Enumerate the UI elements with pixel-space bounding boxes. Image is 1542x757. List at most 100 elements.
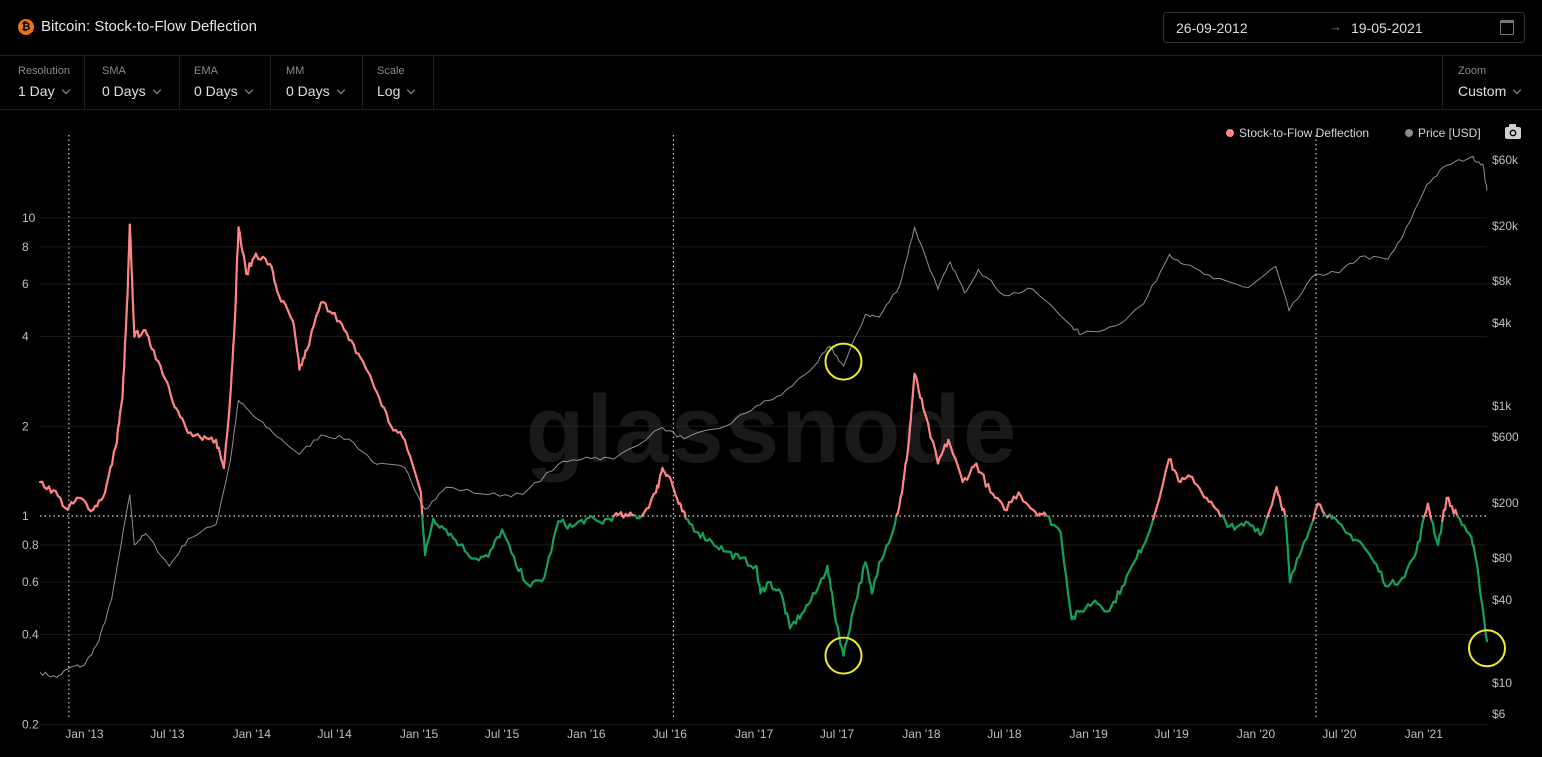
scale-select[interactable]: Scale Log: [362, 56, 434, 109]
s2f-segment: [882, 544, 888, 556]
bitcoin-logo-icon: ₿: [18, 19, 34, 35]
s2f-segment: [690, 523, 696, 533]
s2f-segment: [1063, 563, 1068, 578]
x-tick: Jul '13: [150, 727, 185, 741]
s2f-segment: [129, 239, 133, 266]
s2f-segment: [1270, 493, 1276, 506]
s2f-segment: [123, 328, 128, 345]
s2f-segment: [866, 568, 870, 578]
s2f-segment: [1379, 570, 1385, 584]
x-tick: Jan '20: [1237, 727, 1276, 741]
x-tick: Jul '17: [820, 727, 855, 741]
s2f-segment: [1428, 510, 1433, 521]
s2f-segment: [1169, 458, 1174, 471]
s2f-segment: [836, 624, 841, 635]
s2f-segment: [1298, 548, 1303, 558]
s2f-segment: [1223, 519, 1229, 528]
s2f-segment: [809, 591, 815, 602]
s2f-segment: [128, 223, 132, 242]
y-axis-right: $60k $20k $8k $4k $1k $600 $200 $80 $40 $10 $6: [1492, 153, 1519, 721]
date-end-input[interactable]: 19-05-2021: [1351, 20, 1423, 36]
s2f-segment: [782, 602, 787, 615]
y-tick-right: $6: [1492, 707, 1506, 721]
s2f-segment: [491, 539, 497, 549]
s2f-segment: [411, 464, 417, 475]
s2f-segment: [982, 473, 988, 488]
sma-value[interactable]: 0 Days: [102, 83, 161, 99]
legend-s2f-label[interactable]: Stock-to-Flow Deflection: [1239, 126, 1369, 140]
camera-icon[interactable]: [1505, 124, 1521, 139]
s2f-segment: [214, 438, 219, 450]
date-start-input[interactable]: 26-09-2012: [1176, 20, 1248, 36]
resolution-value[interactable]: 1 Day: [18, 83, 70, 99]
s2f-segment: [117, 410, 122, 425]
s2f-segment: [926, 422, 932, 439]
s2f-segment: [231, 344, 235, 363]
s2f-segment: [833, 609, 837, 623]
s2f-segment: [229, 372, 233, 387]
s2f-segment: [378, 396, 383, 407]
s2f-segment: [1191, 476, 1196, 485]
highlight-circle: [1468, 629, 1506, 668]
ema-select[interactable]: EMA 0 Days: [179, 56, 271, 109]
ema-value[interactable]: 0 Days: [194, 83, 253, 99]
s2f-segment: [1175, 472, 1180, 483]
s2f-segment: [1458, 517, 1464, 526]
s2f-segment: [1164, 458, 1171, 472]
s2f-segment: [987, 483, 992, 494]
x-tick: Jan '17: [735, 727, 774, 741]
s2f-segment: [519, 567, 525, 581]
s2f-segment: [403, 438, 409, 452]
zoom-select[interactable]: Zoom Custom: [1442, 56, 1542, 109]
scale-label: Scale: [377, 65, 405, 77]
x-tick: Jan '15: [400, 727, 439, 741]
price-series: [39, 155, 1488, 679]
s2f-segment: [860, 566, 865, 584]
y-tick-left: 2: [22, 419, 29, 433]
s2f-segment: [1470, 535, 1474, 546]
s2f-segment: [1263, 516, 1269, 526]
s2f-segment: [352, 343, 358, 354]
s2f-segment: [830, 591, 835, 605]
zoom-label: Zoom: [1458, 65, 1487, 77]
s2f-segment: [312, 314, 318, 327]
s2f-segment: [920, 397, 925, 410]
s2f-segment: [916, 381, 921, 393]
y-tick-left: 0.4: [22, 628, 39, 642]
s2f-segment: [246, 262, 251, 276]
s2f-segment: [1476, 567, 1480, 579]
s2f-segment: [903, 462, 907, 475]
s2f-segment: [1139, 545, 1145, 554]
date-range-picker[interactable]: 26-09-2012 → 19-05-2021: [1163, 12, 1525, 43]
x-tick: Jan '14: [233, 727, 272, 741]
scale-value[interactable]: Log: [377, 83, 416, 99]
s2f-segment: [954, 457, 960, 468]
chart-area: glassnode 10 8 6 4 2 1 0.8 0.6 0.4 0.2 $60k $20k $8…: [22, 124, 1521, 741]
s2f-segment: [1265, 509, 1271, 519]
s2f-segment: [1065, 575, 1070, 595]
chevron-down-icon: [61, 85, 70, 95]
x-axis: Jan '13 Jul '13 Jan '14 Jul '14 Jan '15 Jul '…: [65, 727, 1443, 741]
calendar-icon[interactable]: [1500, 20, 1514, 35]
s2f-segment: [911, 383, 915, 398]
resolution-select[interactable]: Resolution 1 Day: [0, 56, 85, 109]
s2f-segment: [1047, 515, 1053, 527]
s2f-segment: [277, 294, 283, 303]
y-tick-left: 0.8: [22, 538, 39, 552]
legend-price-label[interactable]: Price [USD]: [1418, 126, 1481, 140]
sma-select[interactable]: SMA 0 Days: [84, 56, 180, 109]
s2f-segment: [848, 616, 853, 631]
s2f-segment: [876, 561, 881, 572]
s2f-segment: [233, 308, 237, 323]
zoom-value[interactable]: Custom: [1458, 83, 1522, 99]
x-tick: Jul '18: [987, 727, 1022, 741]
y-tick-left: 0.2: [22, 717, 39, 731]
s2f-segment: [1005, 500, 1011, 512]
y-tick-right: $80: [1492, 551, 1512, 565]
s2f-segment: [832, 602, 836, 613]
mm-select[interactable]: MM 0 Days: [270, 56, 363, 109]
mm-value[interactable]: 0 Days: [286, 83, 345, 99]
s2f-segment: [236, 245, 239, 257]
s2f-segment: [893, 514, 898, 526]
mm-label: MM: [286, 65, 305, 77]
